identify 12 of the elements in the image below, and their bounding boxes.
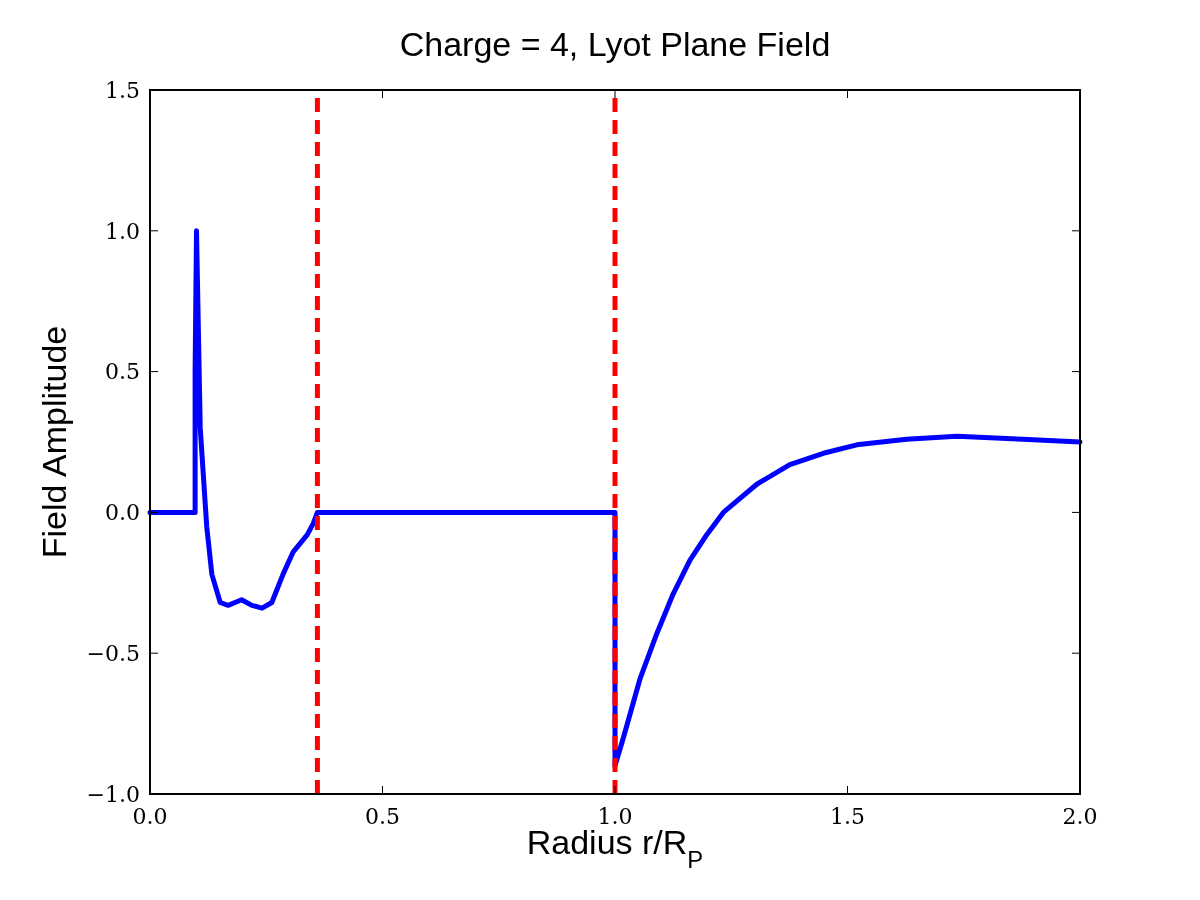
y-tick-label: −1.0 bbox=[86, 781, 140, 807]
chart-title: Charge = 4, Lyot Plane Field bbox=[399, 25, 831, 63]
x-tick-label: 0.0 bbox=[132, 804, 168, 829]
y-tick-label: 0.5 bbox=[105, 359, 140, 385]
x-tick-label: 1.5 bbox=[830, 804, 865, 829]
y-tick-label: −0.5 bbox=[86, 640, 140, 666]
y-tick-label: 1.5 bbox=[105, 77, 140, 103]
x-tick-label: 2.0 bbox=[1062, 804, 1098, 829]
y-tick-label: 1.0 bbox=[105, 218, 140, 244]
y-tick-label: 0.0 bbox=[105, 500, 140, 526]
x-tick-label: 0.5 bbox=[365, 804, 400, 829]
y-axis-title: Field Amplitude bbox=[35, 325, 73, 559]
